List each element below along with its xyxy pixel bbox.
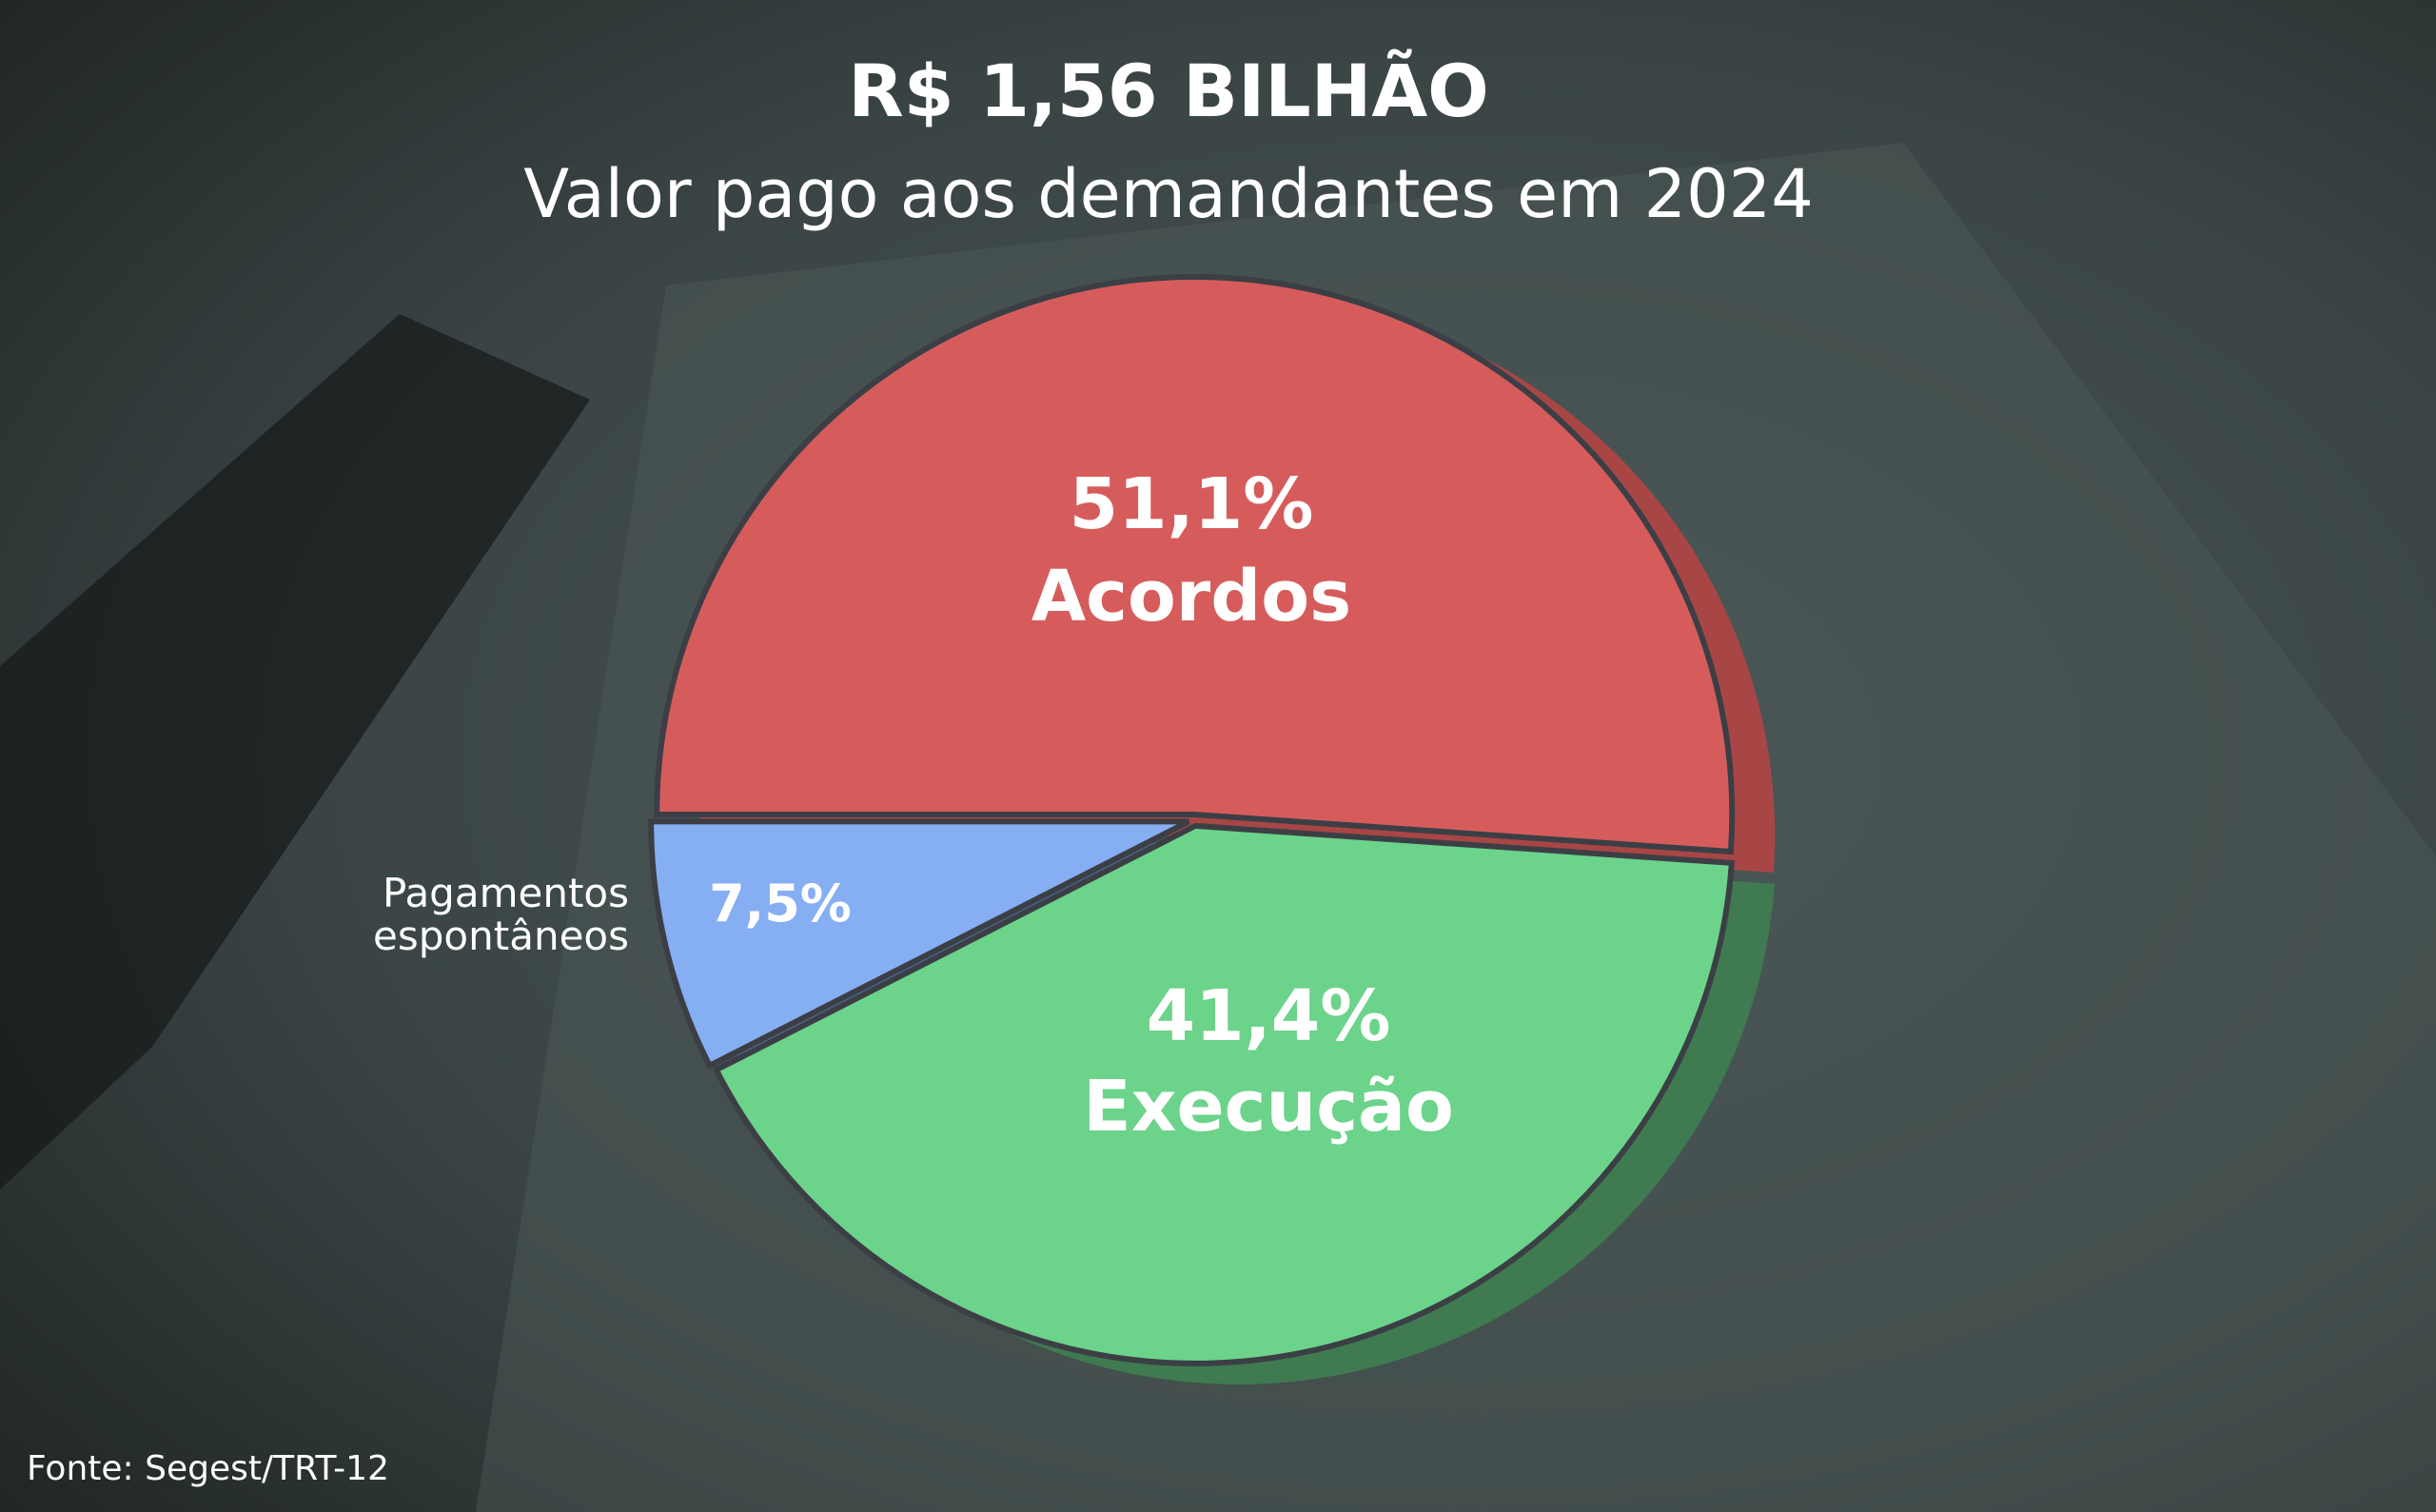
chart-subtitle: Valor pago aos demandantes em 2024 (523, 155, 1813, 233)
slice-label-value-acordos: 51,1% (1070, 463, 1314, 545)
slice-label-value-execucao: 41,4% (1147, 975, 1391, 1057)
slice-label-pagamentos-line1: Pagamentos (383, 870, 629, 916)
background-pen (0, 314, 590, 1189)
pie-slice-execu-o (712, 822, 1736, 1366)
slice-label-acordos: Acordos (1031, 556, 1351, 638)
slice-label-execucao: Execução (1083, 1066, 1454, 1148)
chart-title: R$ 1,56 BILHÃO (848, 49, 1489, 133)
pie-slice-acordos (654, 274, 1736, 855)
source-note: Fonte: Segest/TRT-12 (27, 1449, 389, 1488)
slice-label-value-pagamentos: 7,5% (709, 874, 852, 933)
pie (648, 274, 1736, 1366)
slice-label-pagamentos-line2: espontâneos (373, 913, 629, 959)
pie-slice-pagamentos-espont-neos (648, 818, 1190, 1070)
